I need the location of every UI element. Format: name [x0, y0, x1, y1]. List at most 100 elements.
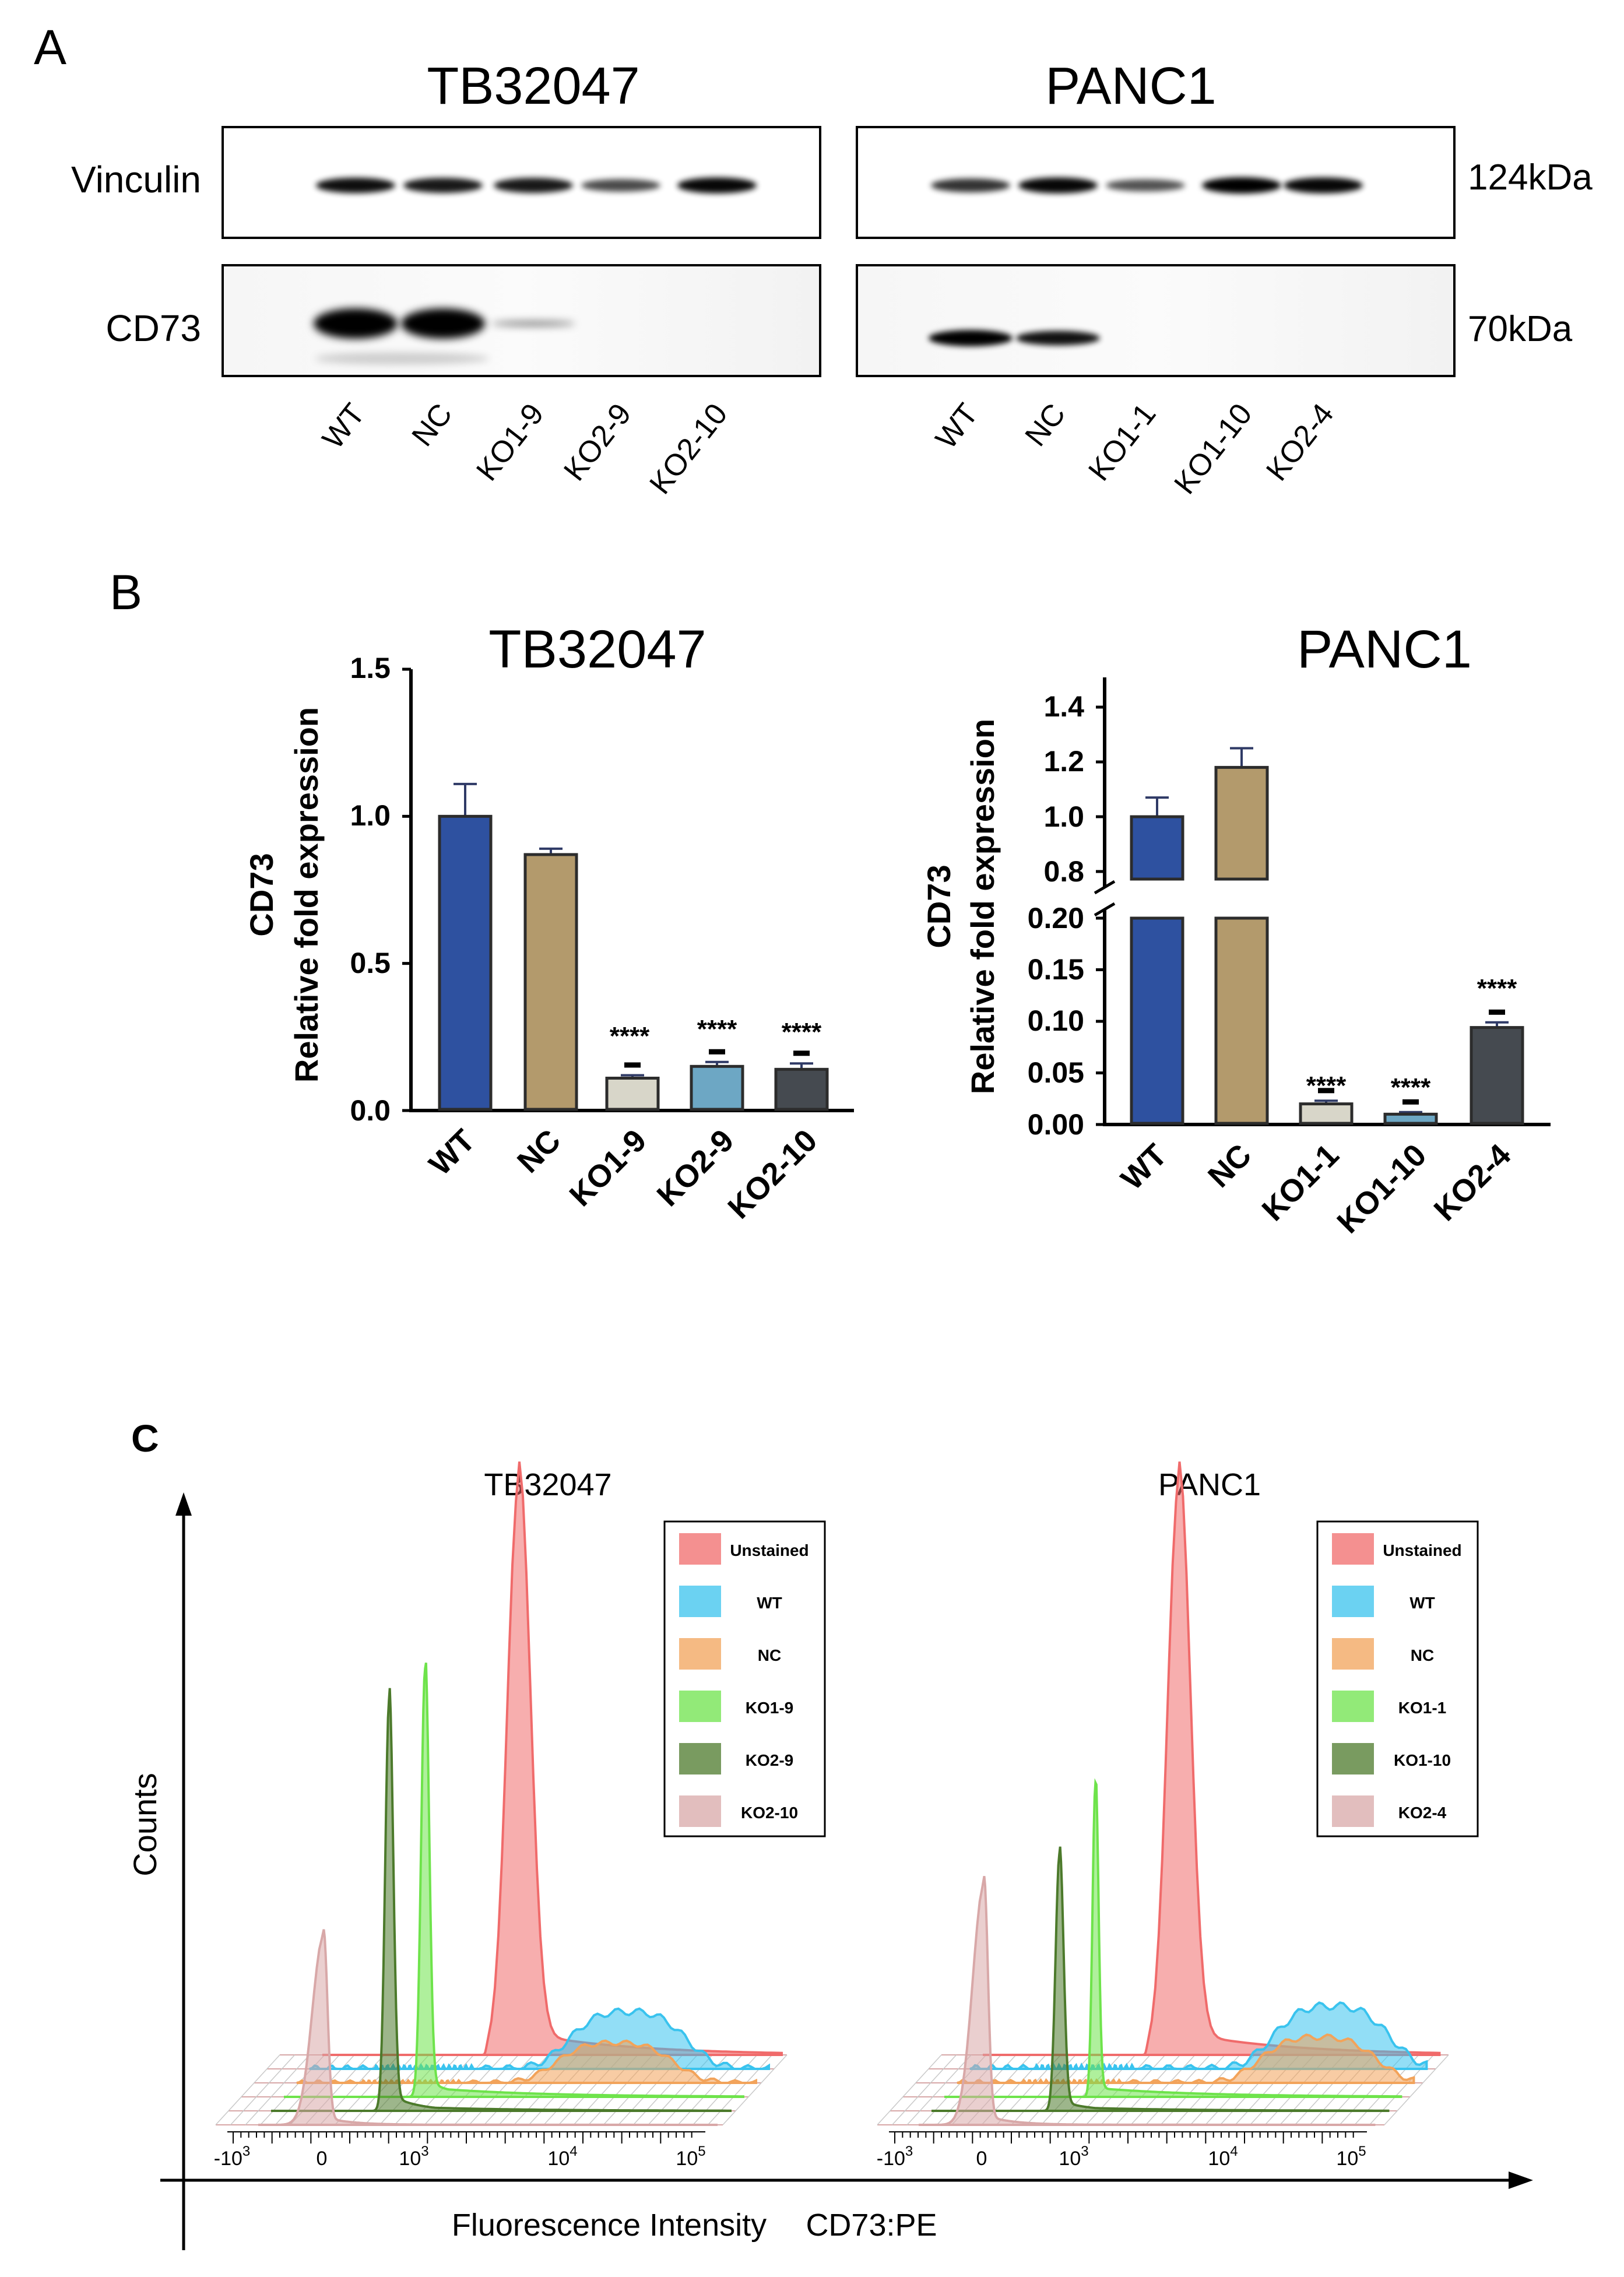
- flow-tick-label: 105: [1336, 2144, 1366, 2170]
- flow-x-label: Fluorescence Intensity: [452, 2208, 767, 2243]
- bar: [523, 853, 578, 1111]
- gel-title-right: PANC1: [1045, 57, 1216, 115]
- band-cd73: [1016, 331, 1100, 346]
- blot-cd73-left: [222, 264, 821, 377]
- y-tick-label: 0.10: [1028, 1004, 1084, 1037]
- bar: [605, 1076, 660, 1111]
- legend-swatch: [679, 1586, 721, 1617]
- band-cd73: [929, 330, 1013, 346]
- legend-item-label: NC: [758, 1646, 781, 1664]
- histogram: [284, 1662, 744, 2098]
- significance-label: ****: [610, 1022, 650, 1050]
- y-tick-label: 1.0: [350, 799, 391, 832]
- significance-dash: [709, 1049, 725, 1055]
- band-vinculin: [1018, 177, 1098, 194]
- legend-swatch: [679, 1691, 721, 1722]
- blot-cd73-right: [856, 264, 1456, 377]
- legend-swatch: [679, 1533, 721, 1565]
- histogram: [271, 1688, 732, 2112]
- legend-swatch: [1332, 1743, 1374, 1774]
- legend-swatch: [1332, 1638, 1374, 1670]
- flow-y-axis-arrow: [175, 1492, 192, 1516]
- chart2-axis-break: [1094, 902, 1116, 917]
- chart1-ylabel2: Relative fold expression: [288, 707, 325, 1083]
- x-tick-label: KO1-9: [563, 1123, 653, 1213]
- floor-diagonal: [877, 2054, 942, 2125]
- y-tick-label: 0.15: [1028, 953, 1084, 986]
- floor-diagonal: [245, 2054, 310, 2125]
- legend-swatch: [679, 1638, 721, 1670]
- histogram: [919, 1875, 1376, 2126]
- y-tick-label: 1.4: [1043, 690, 1084, 723]
- flow-tick-label: 105: [676, 2144, 705, 2170]
- panel-a-label: A: [34, 20, 66, 75]
- flow-axis-ticks: [227, 2131, 705, 2144]
- legend-swatch: [1332, 1533, 1374, 1565]
- significance-label: ****: [1477, 974, 1517, 1003]
- x-tick-label: NC: [1201, 1137, 1259, 1194]
- panel-b-label: B: [110, 565, 142, 620]
- significance-label: ****: [697, 1015, 737, 1043]
- lane-label: KO1-10: [1168, 398, 1259, 501]
- bar-lower-segment: [1130, 916, 1184, 1125]
- x-tick-label: NC: [511, 1123, 568, 1180]
- floor-diagonal: [996, 2054, 1061, 2125]
- significance-label: ****: [1391, 1073, 1431, 1102]
- y-tick-label: 0.0: [350, 1094, 391, 1127]
- chart2-axis-break: [1094, 880, 1116, 895]
- bar: [774, 1067, 829, 1111]
- y-tick-label: 0.00: [1028, 1108, 1084, 1141]
- band-vinculin: [1284, 177, 1363, 194]
- legend-left: [663, 1520, 826, 1837]
- lane-label: NC: [406, 398, 459, 453]
- histogram: [944, 1778, 1402, 2098]
- band-vinculin: [931, 178, 1010, 192]
- chart2-ylabel2: Relative fold expression: [964, 719, 1001, 1094]
- flow-tick-label: 103: [1059, 2144, 1088, 2170]
- mw-label-124: 124kDa: [1468, 157, 1593, 198]
- chart2-ylabel: CD73: [920, 865, 957, 948]
- lane-label: WT: [316, 398, 371, 455]
- lane-label: KO2-9: [557, 398, 638, 487]
- band-vinculin: [1202, 177, 1281, 194]
- legend-item-label: KO2-10: [741, 1804, 798, 1822]
- flow-y-label: Counts: [126, 1773, 163, 1876]
- flow-title-right: PANC1: [1158, 1467, 1261, 1502]
- lane-label: KO1-9: [470, 398, 550, 487]
- band-vinculin: [316, 177, 395, 194]
- bar: [690, 1064, 744, 1111]
- significance-dash: [1318, 1088, 1334, 1094]
- band-cd73: [401, 308, 485, 339]
- legend-item-label: Unstained: [1383, 1541, 1461, 1559]
- floor-diagonal: [1384, 2054, 1449, 2125]
- legend-item-label: KO2-9: [746, 1751, 793, 1769]
- lane-label: KO2-4: [1260, 398, 1340, 487]
- floor-diagonal: [722, 2054, 788, 2125]
- bar: [1130, 815, 1184, 881]
- panel-c-label: C: [131, 1417, 159, 1460]
- floor-diagonal: [215, 2054, 280, 2125]
- chart1-title: TB32047: [488, 620, 706, 679]
- y-tick-label: 0.05: [1028, 1056, 1084, 1089]
- lane-label: KO1-1: [1082, 398, 1162, 487]
- flow-x-label-marker: CD73:PE: [806, 2208, 937, 2243]
- floor-diagonal: [707, 2054, 772, 2125]
- bar: [1383, 1112, 1438, 1125]
- floor-diagonal: [892, 2054, 957, 2125]
- y-tick-label: 0.8: [1043, 855, 1084, 888]
- histogram: [296, 2039, 757, 2084]
- x-tick-label: KO2-10: [721, 1123, 824, 1225]
- x-tick-label: WT: [423, 1123, 482, 1182]
- floor-diagonal: [469, 2054, 534, 2125]
- lane-label: KO2-10: [643, 398, 734, 501]
- legend-swatch: [679, 1743, 721, 1774]
- y-tick-label: 1.5: [350, 652, 391, 684]
- row-label-cd73: CD73: [106, 307, 201, 349]
- flow-tick-label: -103: [877, 2144, 913, 2170]
- legend-item-label: Unstained: [730, 1541, 809, 1559]
- legend-item-label: NC: [1411, 1646, 1434, 1664]
- significance-label: ****: [1306, 1071, 1347, 1100]
- legend-swatch: [1332, 1691, 1374, 1722]
- flow-title-left: TB32047: [484, 1467, 611, 1502]
